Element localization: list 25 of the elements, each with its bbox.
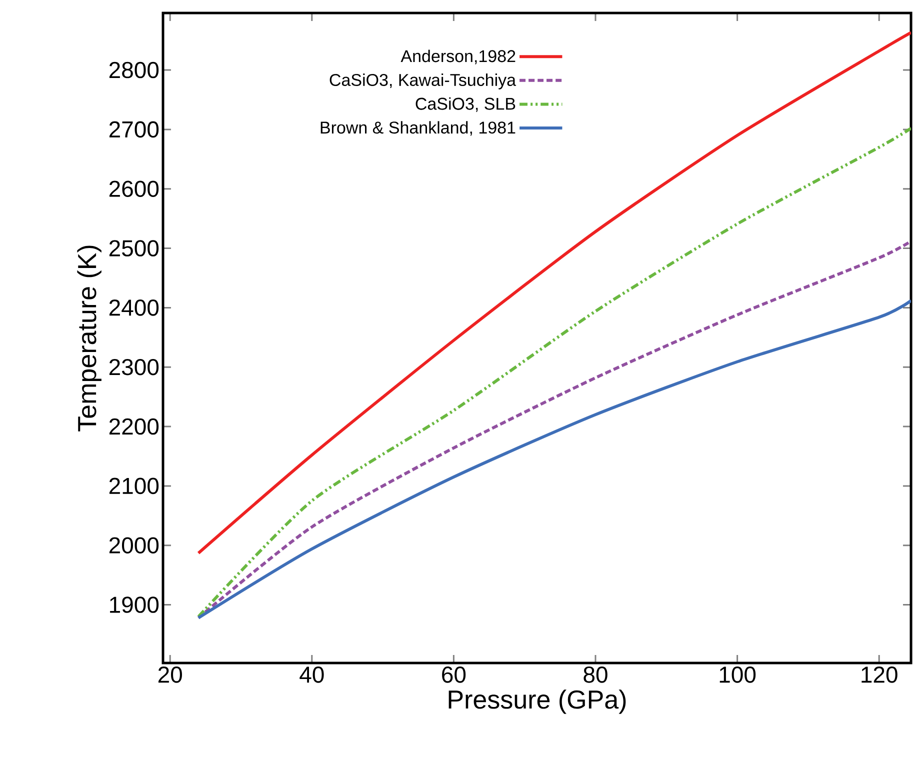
y-tick-label: 2100 <box>109 478 159 494</box>
x-axis-title: Pressure (GPa) <box>448 690 626 714</box>
legend-label: Brown & Shankland, 1981 <box>320 121 516 136</box>
x-tick-label: 60 <box>442 666 466 683</box>
y-axis-title: Temperature (K) <box>77 246 102 432</box>
line-series <box>196 299 912 620</box>
legend-label: Anderson,1982 <box>400 50 516 64</box>
x-tick-label: 20 <box>158 666 182 683</box>
y-tick-label: 2800 <box>109 62 159 78</box>
x-tick-label: 40 <box>300 666 324 683</box>
line-series <box>196 240 912 620</box>
y-tick-label: 1900 <box>110 596 159 613</box>
y-tick-label: 2600 <box>109 180 159 197</box>
legend-label: CaSiO3, Kawai-Tsuchiya <box>330 74 516 90</box>
x-tick-label: 120 <box>862 666 898 683</box>
y-tick-label: 2000 <box>109 537 159 554</box>
y-tick-label: 2200 <box>109 418 159 435</box>
y-tick-label: 2300 <box>109 358 159 376</box>
y-tick-label: 2400 <box>109 300 159 316</box>
x-tick-label: 100 <box>720 666 756 683</box>
legend-label: CaSiO3, SLB <box>416 97 516 112</box>
y-tick-label: 2700 <box>109 121 159 138</box>
line-series <box>196 31 912 555</box>
x-tick-label: 80 <box>584 666 608 683</box>
y-tick-label: 2500 <box>109 240 159 256</box>
